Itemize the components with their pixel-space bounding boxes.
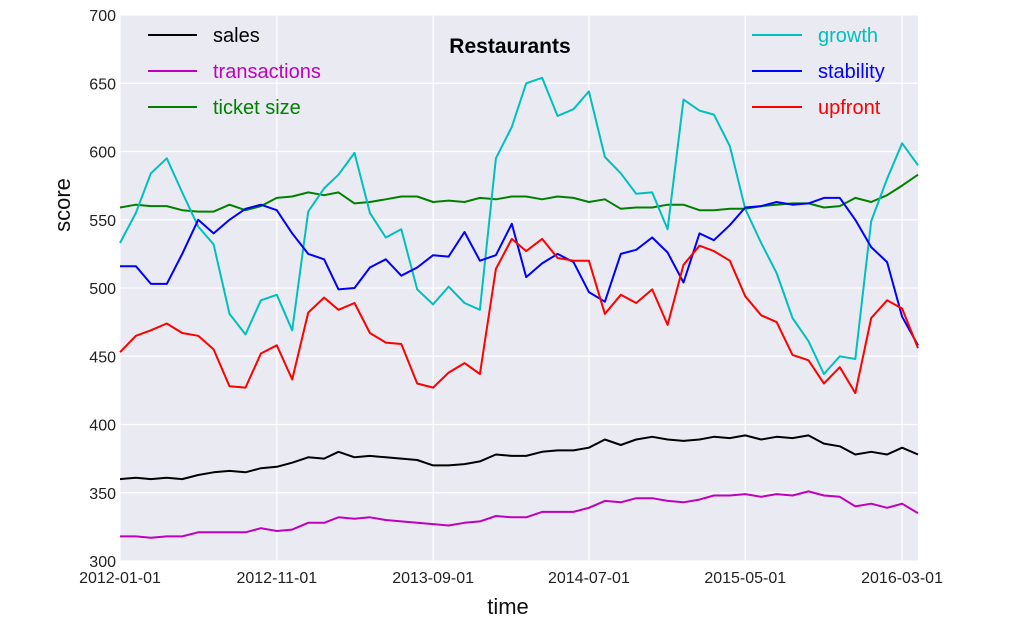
y-tick-label: 550 bbox=[89, 213, 116, 230]
x-tick-label: 2015-05-01 bbox=[704, 570, 786, 587]
x-axis-label: time bbox=[487, 594, 529, 619]
legend-label-stability: stability bbox=[818, 61, 885, 83]
y-tick-label: 450 bbox=[89, 349, 116, 366]
x-tick-label: 2012-01-01 bbox=[79, 570, 161, 587]
y-tick-label: 600 bbox=[89, 145, 116, 162]
y-tick-label: 300 bbox=[89, 554, 116, 571]
series-line-transactions bbox=[120, 490, 919, 539]
x-tick-label: 2014-07-01 bbox=[548, 570, 630, 587]
legend-label-growth: growth bbox=[818, 25, 878, 47]
series-line-growth bbox=[119, 76, 919, 375]
x-tick-label: 2016-03-01 bbox=[861, 570, 943, 587]
x-tick-label: 2012-11-01 bbox=[236, 570, 317, 587]
y-tick-label: 700 bbox=[89, 8, 116, 25]
chart-title: Restaurants bbox=[449, 35, 570, 58]
y-tick-label: 650 bbox=[89, 76, 116, 93]
legend-label-transactions: transactions bbox=[213, 61, 321, 83]
y-tick-label: 400 bbox=[89, 418, 116, 435]
y-tick-label: 350 bbox=[89, 486, 116, 503]
x-tick-label: 2013-09-01 bbox=[392, 570, 474, 587]
series-line-upfront bbox=[119, 237, 919, 395]
series-line-stability bbox=[120, 196, 919, 346]
legend-label-upfront: upfront bbox=[818, 97, 881, 119]
legend-label-sales: sales bbox=[213, 25, 260, 47]
series-line-sales bbox=[119, 434, 919, 481]
y-tick-label: 500 bbox=[89, 281, 116, 298]
legend-label-ticket-size: ticket size bbox=[213, 97, 301, 119]
y-axis-label: score bbox=[50, 178, 75, 232]
